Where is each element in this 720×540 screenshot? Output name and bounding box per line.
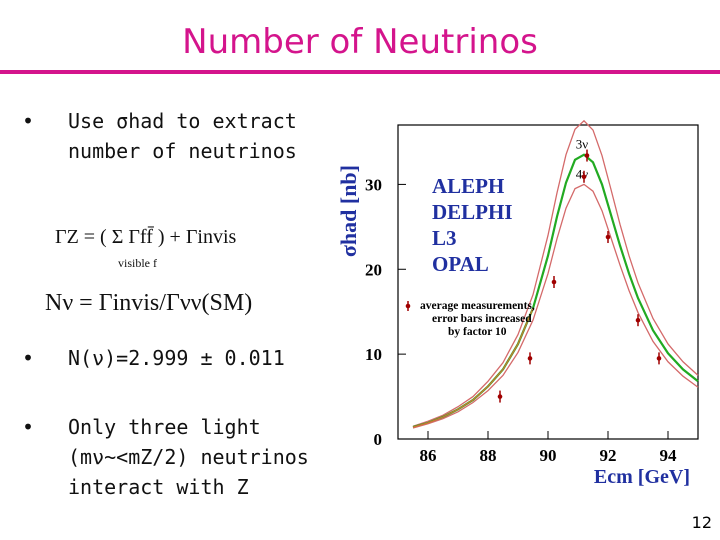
x-tick-label: 86 — [420, 446, 437, 465]
measurement-point — [635, 317, 641, 323]
measurement-point — [656, 356, 662, 361]
bullet-2-line-1: N(ν)=2.999 ± 0.011 — [68, 346, 285, 370]
x-tick-label: 92 — [600, 446, 617, 465]
series-line-2ν — [412, 119, 699, 427]
bullet-3-line-3: interact with Z — [68, 475, 249, 499]
measurement-point — [551, 279, 557, 285]
measurement-point — [497, 394, 503, 399]
annotation-marker — [405, 303, 411, 309]
measurement-point — [605, 234, 611, 240]
series-label: 2ν — [576, 115, 589, 118]
y-tick-label: 20 — [365, 260, 382, 279]
bullet-3-line-2: (mν~<mZ/2) neutrinos — [68, 445, 309, 469]
bullet-3-line-1: Only three light — [68, 415, 261, 439]
annotation-text: by factor 10 — [448, 326, 507, 338]
bullet-1-line-2: number of neutrinos — [68, 139, 297, 163]
x-tick-label: 94 — [660, 446, 678, 465]
series-label: 3ν — [576, 137, 589, 152]
x-tick-label: 88 — [480, 446, 497, 465]
bullet-dot: • — [22, 109, 35, 133]
legend-experiment: L3 — [432, 226, 457, 250]
measurement-point — [581, 174, 587, 180]
measurement-point — [584, 153, 590, 158]
page-number: 12 — [691, 513, 712, 532]
series-line-fit — [412, 308, 534, 428]
measurement-point — [527, 356, 533, 361]
series-label: 4ν — [576, 166, 589, 181]
y-axis-label: σhad [nb] — [336, 165, 361, 257]
bullet-dot: • — [22, 415, 35, 439]
bullet-dot: • — [22, 346, 35, 370]
legend-experiment: ALEPH — [432, 174, 504, 198]
gamma-z-equation: ΓZ = ( Σ Γff̄ ) + Γinvis — [55, 226, 237, 248]
annotation-text: average measurements, — [420, 300, 535, 312]
y-tick-label: 0 — [374, 430, 383, 449]
x-axis-label: Ecm [GeV] — [594, 466, 690, 488]
plot-frame — [397, 124, 699, 440]
legend-experiment: OPAL — [432, 252, 489, 276]
legend-experiment: DELPHI — [432, 200, 513, 224]
series-line-4ν — [412, 183, 699, 429]
title-divider — [0, 70, 720, 74]
sum-subscript: visible f — [118, 256, 157, 270]
slide-title: Number of Neutrinos — [182, 22, 538, 62]
cross-section-chart: 86 88 90 92 94 0 10 20 30 2ν 3ν 4ν σhad [nb] Ecm [… — [336, 115, 699, 488]
n-nu-equation: Nν = Γinvis/Γνν(SM) — [45, 290, 253, 316]
x-tick-label: 90 — [540, 446, 557, 465]
bullet-1-line-1: Use σhad to extract — [68, 109, 297, 133]
y-tick-label: 30 — [365, 175, 382, 194]
y-tick-label: 10 — [365, 345, 382, 364]
annotation-text: error bars increased — [432, 313, 532, 325]
